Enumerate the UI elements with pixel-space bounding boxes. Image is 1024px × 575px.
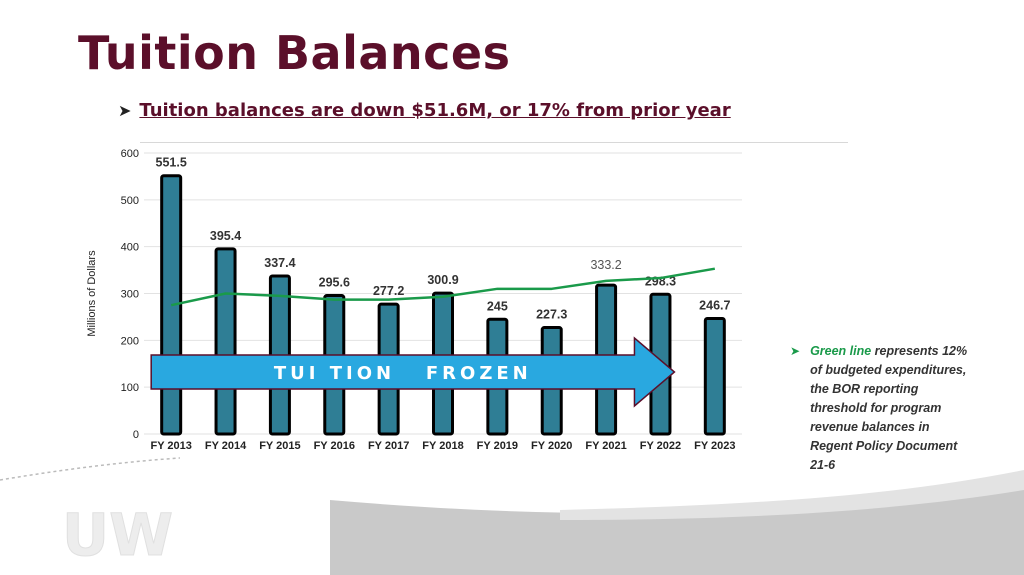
y-tick-label: 200 bbox=[121, 335, 139, 347]
data-label: 246.7 bbox=[699, 298, 730, 312]
data-label: 395.4 bbox=[210, 229, 241, 243]
x-tick-label: FY 2022 bbox=[640, 440, 681, 452]
tuition-frozen-arrow bbox=[150, 336, 676, 408]
y-tick-label: 100 bbox=[121, 382, 139, 394]
y-axis-label: Millions of Dollars bbox=[86, 250, 98, 337]
data-label: 277.2 bbox=[373, 284, 404, 298]
x-tick-label: FY 2016 bbox=[314, 440, 355, 452]
divider bbox=[140, 142, 848, 143]
note-body: represents 12% of budgeted expenditures,… bbox=[810, 344, 968, 472]
x-tick-label: FY 2021 bbox=[585, 440, 626, 452]
y-tick-label: 600 bbox=[121, 148, 139, 160]
x-tick-label: FY 2019 bbox=[477, 440, 518, 452]
tuition-frozen-label: TUI TION FROZEN bbox=[274, 363, 532, 384]
x-tick-label: FY 2020 bbox=[531, 440, 572, 452]
data-label: 300.9 bbox=[427, 273, 458, 287]
data-label: 333.2 bbox=[590, 258, 621, 272]
page-title: Tuition Balances bbox=[78, 26, 511, 80]
note-text: Green line represents 12% of budgeted ex… bbox=[810, 342, 970, 475]
note-highlight: Green line bbox=[810, 344, 872, 358]
y-tick-label: 500 bbox=[121, 195, 139, 207]
data-label: 295.6 bbox=[319, 276, 350, 290]
subtitle: Tuition balances are down $51.6M, or 17%… bbox=[139, 100, 731, 121]
threshold-line bbox=[170, 267, 716, 307]
data-label: 337.4 bbox=[264, 256, 295, 270]
x-tick-label: FY 2013 bbox=[150, 440, 191, 452]
arrowhead-bullet-icon: ➤ bbox=[118, 101, 132, 120]
note-bullet: ➤ Green line represents 12% of budgeted … bbox=[790, 342, 970, 475]
data-label: 245 bbox=[487, 299, 508, 313]
y-tick-label: 400 bbox=[121, 242, 139, 254]
x-tick-label: FY 2014 bbox=[205, 440, 247, 452]
data-label: 227.3 bbox=[536, 308, 567, 322]
x-tick-label: FY 2018 bbox=[422, 440, 463, 452]
x-tick-label: FY 2017 bbox=[368, 440, 409, 452]
x-tick-label: FY 2015 bbox=[259, 440, 300, 452]
data-label: 551.5 bbox=[156, 156, 187, 170]
y-tick-label: 0 bbox=[133, 429, 139, 441]
x-tick-label: FY 2023 bbox=[694, 440, 735, 452]
subtitle-bullet: ➤ Tuition balances are down $51.6M, or 1… bbox=[118, 100, 731, 121]
bar bbox=[703, 316, 726, 436]
y-tick-label: 300 bbox=[121, 289, 139, 301]
bar bbox=[214, 247, 237, 436]
arrowhead-bullet-icon: ➤ bbox=[790, 344, 801, 358]
